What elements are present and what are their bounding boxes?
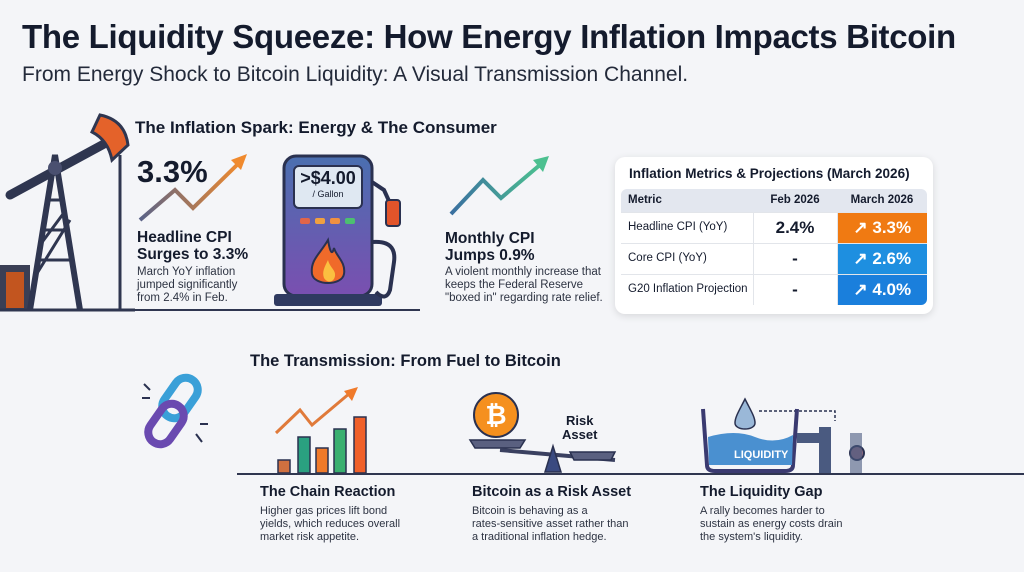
feb-cell: - (752, 242, 838, 274)
headline-desc-line: from 2.4% in Feb. (137, 292, 228, 304)
headline-title-2: Surges to 3.3% (137, 246, 249, 263)
pump-unit: / Gallon (312, 189, 344, 199)
headline-desc-line: March YoY inflation (137, 266, 236, 278)
item-desc-line: a traditional inflation hedge. (472, 531, 607, 543)
headline-desc-line: jumped significantly (137, 279, 238, 291)
item-title: The Liquidity Gap (700, 484, 823, 500)
column-header: March 2026 (837, 189, 927, 212)
gas-pump-icon (274, 154, 401, 306)
march-cell: ↗ 2.6% (837, 242, 927, 274)
march-cell: ↗ 4.0% (837, 273, 927, 305)
table-row: Headline CPI (YoY) 2.4% ↗ 3.3% (621, 211, 927, 243)
table-row: G20 Inflation Projection - ↗ 4.0% (621, 273, 927, 305)
feb-cell: 2.4% (752, 211, 838, 243)
headline-value: 3.3% (137, 154, 208, 189)
column-header: Feb 2026 (753, 189, 837, 212)
page-subtitle: From Energy Shock to Bitcoin Liquidity: … (22, 63, 689, 86)
monthly-title-2: Jumps 0.9% (445, 247, 535, 264)
svg-text:₿: ₿ (485, 400, 506, 430)
trending-up-icon: ↗ (853, 279, 873, 299)
item-desc-line: market risk appetite. (260, 531, 360, 543)
metric-cell: Core CPI (YoY) (621, 242, 753, 274)
divider (237, 473, 1024, 475)
broken-chain-link-icon (142, 373, 208, 449)
item-desc-line: Higher gas prices lift bond (260, 505, 388, 517)
monthly-desc-line: keeps the Federal Reserve (445, 279, 584, 291)
item-desc-line: sustain as energy costs drain (700, 518, 843, 530)
section-heading-transmission: The Transmission: From Fuel to Bitcoin (250, 352, 561, 370)
monthly-desc-line: A violent monthly increase that (445, 266, 601, 278)
feb-cell: - (752, 273, 838, 305)
metric-cell: G20 Inflation Projection (621, 273, 753, 305)
table-title: Inflation Metrics & Projections (March 2… (629, 166, 910, 181)
inflation-table: Metric Feb 2026 March 2026 Headline CPI … (621, 189, 927, 305)
scale-label: Risk (565, 413, 594, 428)
section-heading-spark: The Inflation Spark: Energy & The Consum… (135, 118, 497, 137)
liquidity-tank-icon (701, 397, 865, 473)
bitcoin-scale-icon: ₿ (468, 392, 617, 473)
divider (0, 309, 420, 311)
tank-label: LIQUIDITY (734, 449, 789, 461)
rising-bar-chart-icon (274, 387, 367, 474)
page-title: The Liquidity Squeeze: How Energy Inflat… (22, 18, 956, 55)
monthly-desc-line: "boxed in" regarding rate relief. (445, 292, 603, 304)
item-title: The Chain Reaction (260, 484, 396, 500)
item-desc-line: the system's liquidity. (700, 531, 803, 543)
trend-up-arrow-icon (449, 156, 549, 216)
monthly-title-1: Monthly CPI (445, 230, 535, 247)
trending-up-icon: ↗ (853, 248, 873, 268)
headline-title-1: Headline CPI (137, 229, 232, 246)
table-row: Core CPI (YoY) - ↗ 2.6% (621, 242, 927, 274)
item-desc-line: Bitcoin is behaving as a (472, 505, 588, 517)
item-desc-line: rates-sensitive asset rather than (472, 518, 629, 530)
pump-price: >$4.00 (300, 168, 356, 188)
metric-cell: Headline CPI (YoY) (621, 211, 753, 243)
trend-up-arrow-icon (138, 154, 247, 222)
march-cell: ↗ 3.3% (837, 211, 927, 243)
inflation-metrics-card: Inflation Metrics & Projections (March 2… (615, 157, 933, 314)
oil-pumpjack-icon (0, 113, 135, 312)
item-desc-line: yields, which reduces overall (260, 518, 401, 530)
trending-up-icon: ↗ (853, 217, 873, 237)
column-header: Metric (621, 189, 753, 212)
item-desc-line: A rally becomes harder to (700, 505, 825, 517)
scale-label: Asset (562, 427, 598, 442)
item-title: Bitcoin as a Risk Asset (472, 484, 632, 500)
